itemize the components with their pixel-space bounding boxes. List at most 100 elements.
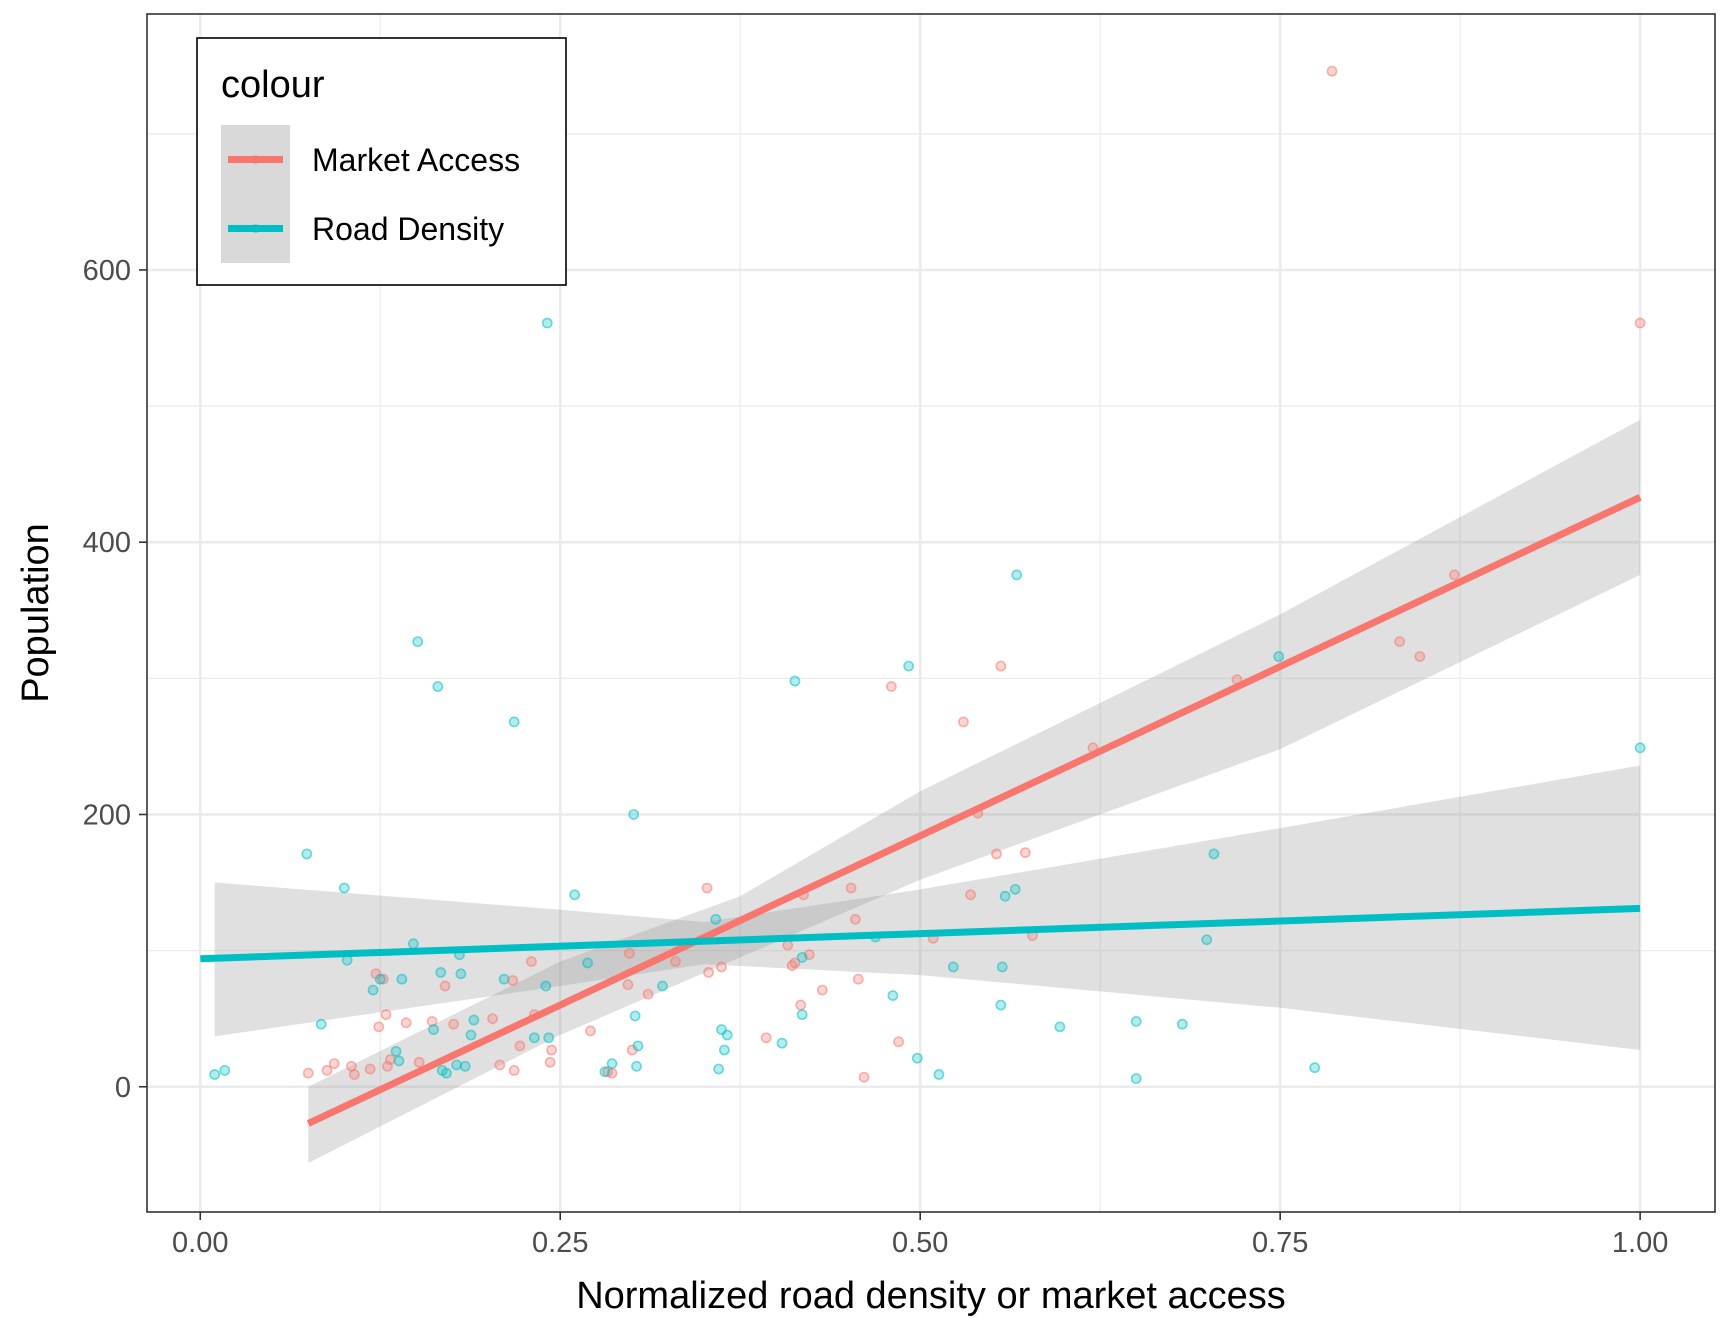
data-point <box>1309 1062 1321 1074</box>
legend-label: Market Access <box>312 142 520 178</box>
data-point <box>816 984 828 996</box>
data-point <box>468 1014 480 1026</box>
data-point <box>850 913 861 925</box>
data-point <box>393 1055 405 1067</box>
data-point <box>701 882 713 894</box>
legend-point <box>250 154 261 165</box>
data-point <box>544 1056 556 1068</box>
data-point <box>348 1069 360 1080</box>
data-point <box>448 1018 460 1030</box>
fit-lines <box>200 494 1642 1127</box>
data-point <box>377 973 389 985</box>
data-point <box>887 990 899 1001</box>
data-point <box>903 660 915 672</box>
data-point <box>782 939 794 951</box>
data-point <box>321 1065 333 1076</box>
data-point <box>776 1037 788 1049</box>
data-point <box>364 1063 376 1075</box>
data-point <box>209 1069 221 1080</box>
y-tick-label: 200 <box>83 799 131 831</box>
data-point <box>991 848 1002 860</box>
data-point <box>432 681 444 692</box>
data-point <box>623 947 635 959</box>
data-point <box>508 1065 520 1076</box>
data-point <box>441 1067 452 1079</box>
data-point <box>1394 636 1406 647</box>
x-tick-label: 1.00 <box>1612 1227 1668 1259</box>
data-point <box>543 1032 555 1044</box>
data-point <box>1208 848 1220 860</box>
data-point <box>459 1060 471 1072</box>
data-point <box>540 980 552 992</box>
data-point <box>911 1052 923 1064</box>
data-point <box>1019 847 1031 858</box>
data-point <box>426 1016 438 1027</box>
data-point <box>1011 569 1023 581</box>
x-tick-label: 0.50 <box>892 1227 948 1259</box>
data-point <box>569 889 581 901</box>
data-point <box>957 716 969 728</box>
data-point <box>428 1024 439 1035</box>
data-point <box>487 1013 498 1025</box>
data-point <box>996 961 1008 973</box>
data-point <box>302 1067 314 1079</box>
data-point <box>1634 742 1646 754</box>
data-point <box>514 1040 526 1052</box>
data-point <box>508 716 520 728</box>
data-point <box>400 1017 412 1029</box>
legend-title: colour <box>221 64 325 106</box>
data-point <box>528 1032 540 1044</box>
data-point <box>439 980 451 992</box>
data-point <box>219 1065 231 1076</box>
legend-point <box>250 223 261 234</box>
data-point <box>301 848 313 860</box>
data-point <box>546 1044 557 1056</box>
data-point <box>760 1032 772 1044</box>
data-point <box>380 1009 392 1021</box>
data-point <box>1273 651 1285 662</box>
data-point <box>995 660 1007 672</box>
data-point <box>999 890 1011 902</box>
data-point <box>465 1029 477 1041</box>
data-point <box>1054 1021 1066 1033</box>
data-point <box>796 1009 808 1021</box>
data-point <box>390 1045 402 1057</box>
data-point <box>384 1054 396 1065</box>
data-point <box>413 1056 425 1068</box>
data-point <box>657 980 668 992</box>
data-point <box>1326 65 1338 77</box>
legend-label: Road Density <box>312 211 504 247</box>
plot-panel-border <box>146 13 1716 1213</box>
data-point <box>507 975 519 986</box>
data-point <box>455 968 467 980</box>
data-point <box>606 1058 618 1070</box>
data-point <box>1414 651 1426 662</box>
data-point <box>407 938 419 950</box>
data-point <box>1176 1018 1188 1030</box>
data-point <box>628 809 640 820</box>
data-point <box>629 1010 641 1022</box>
y-tick-label: 0 <box>115 1072 131 1104</box>
data-point <box>893 1036 905 1048</box>
data-point <box>858 1071 870 1083</box>
fit-line <box>200 904 1641 963</box>
data-point <box>796 952 808 963</box>
data-point <box>710 913 722 925</box>
data-point <box>622 979 634 991</box>
data-point <box>412 636 424 647</box>
data-point <box>1448 569 1460 581</box>
data-point <box>718 1044 730 1056</box>
data-point <box>965 889 976 901</box>
data-point <box>1201 934 1213 946</box>
data-point <box>947 961 959 973</box>
data-point <box>541 317 553 329</box>
confidence-band <box>308 419 1641 1163</box>
data-point <box>1130 1073 1142 1084</box>
data-point <box>435 967 447 978</box>
data-point <box>582 957 593 969</box>
data-point <box>498 973 510 985</box>
y-tick-label: 600 <box>83 255 131 287</box>
data-point <box>585 1025 596 1037</box>
data-point <box>795 999 807 1011</box>
data-point <box>789 957 801 969</box>
